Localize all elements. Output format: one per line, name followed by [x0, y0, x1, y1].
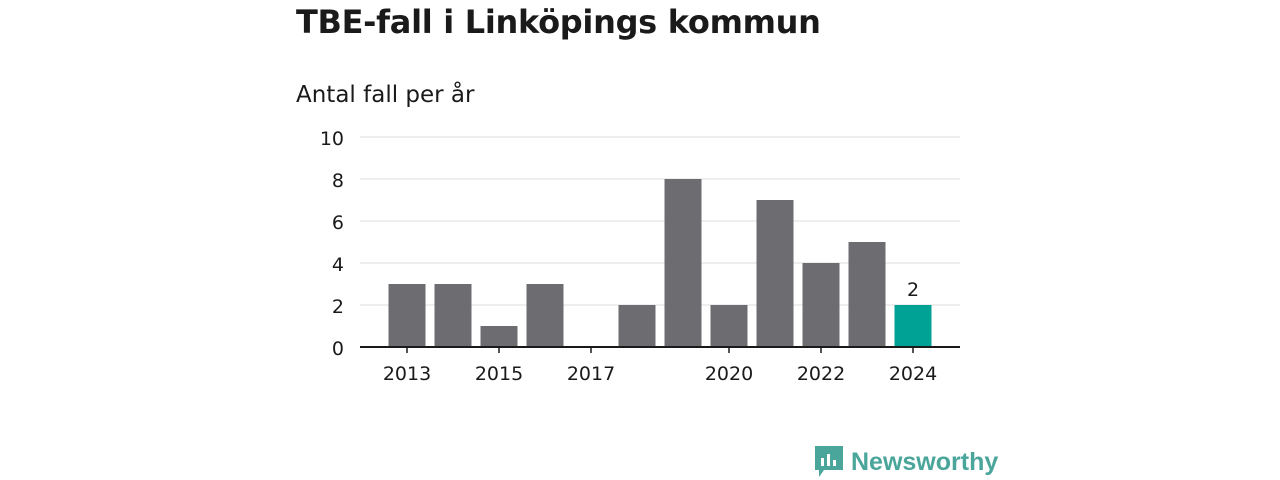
y-tick-label: 8: [332, 170, 344, 192]
bar: [526, 284, 564, 347]
chart-title: TBE-fall i Linköpings kommun: [296, 3, 821, 41]
bars: [388, 179, 932, 347]
x-tick-label: 2015: [475, 363, 523, 385]
y-tick-label: 4: [332, 254, 344, 276]
y-axis-ticks: 0 2 4 6 8 10: [320, 128, 344, 360]
x-tick-label: 2024: [889, 363, 937, 385]
brand-name: Newsworthy: [851, 448, 999, 476]
y-tick-label: 0: [332, 338, 344, 360]
bar: [618, 305, 656, 347]
x-tick-label: 2017: [567, 363, 615, 385]
chart-subtitle: Antal fall per år: [296, 82, 475, 108]
bar: [894, 305, 932, 347]
newsworthy-logo: Newsworthy: [815, 446, 998, 478]
y-tick-label: 2: [332, 296, 344, 318]
bar: [480, 326, 518, 347]
x-tick-label: 2013: [383, 363, 431, 385]
x-tick-label: 2022: [797, 363, 845, 385]
bar: [710, 305, 748, 347]
bar: [756, 200, 794, 347]
data-labels: 2: [907, 279, 919, 301]
bar: [848, 242, 886, 347]
y-tick-label: 6: [332, 212, 344, 234]
bar: [434, 284, 472, 347]
bar: [664, 179, 702, 347]
newsworthy-logo-icon: [815, 446, 843, 477]
data-label: 2: [907, 279, 919, 301]
bar: [802, 263, 840, 347]
y-tick-label: 10: [320, 128, 344, 150]
x-tick-label: 2020: [705, 363, 753, 385]
bar: [388, 284, 426, 347]
x-axis-ticks: 2013 2015 2017 2020 2022 2024: [383, 347, 937, 385]
